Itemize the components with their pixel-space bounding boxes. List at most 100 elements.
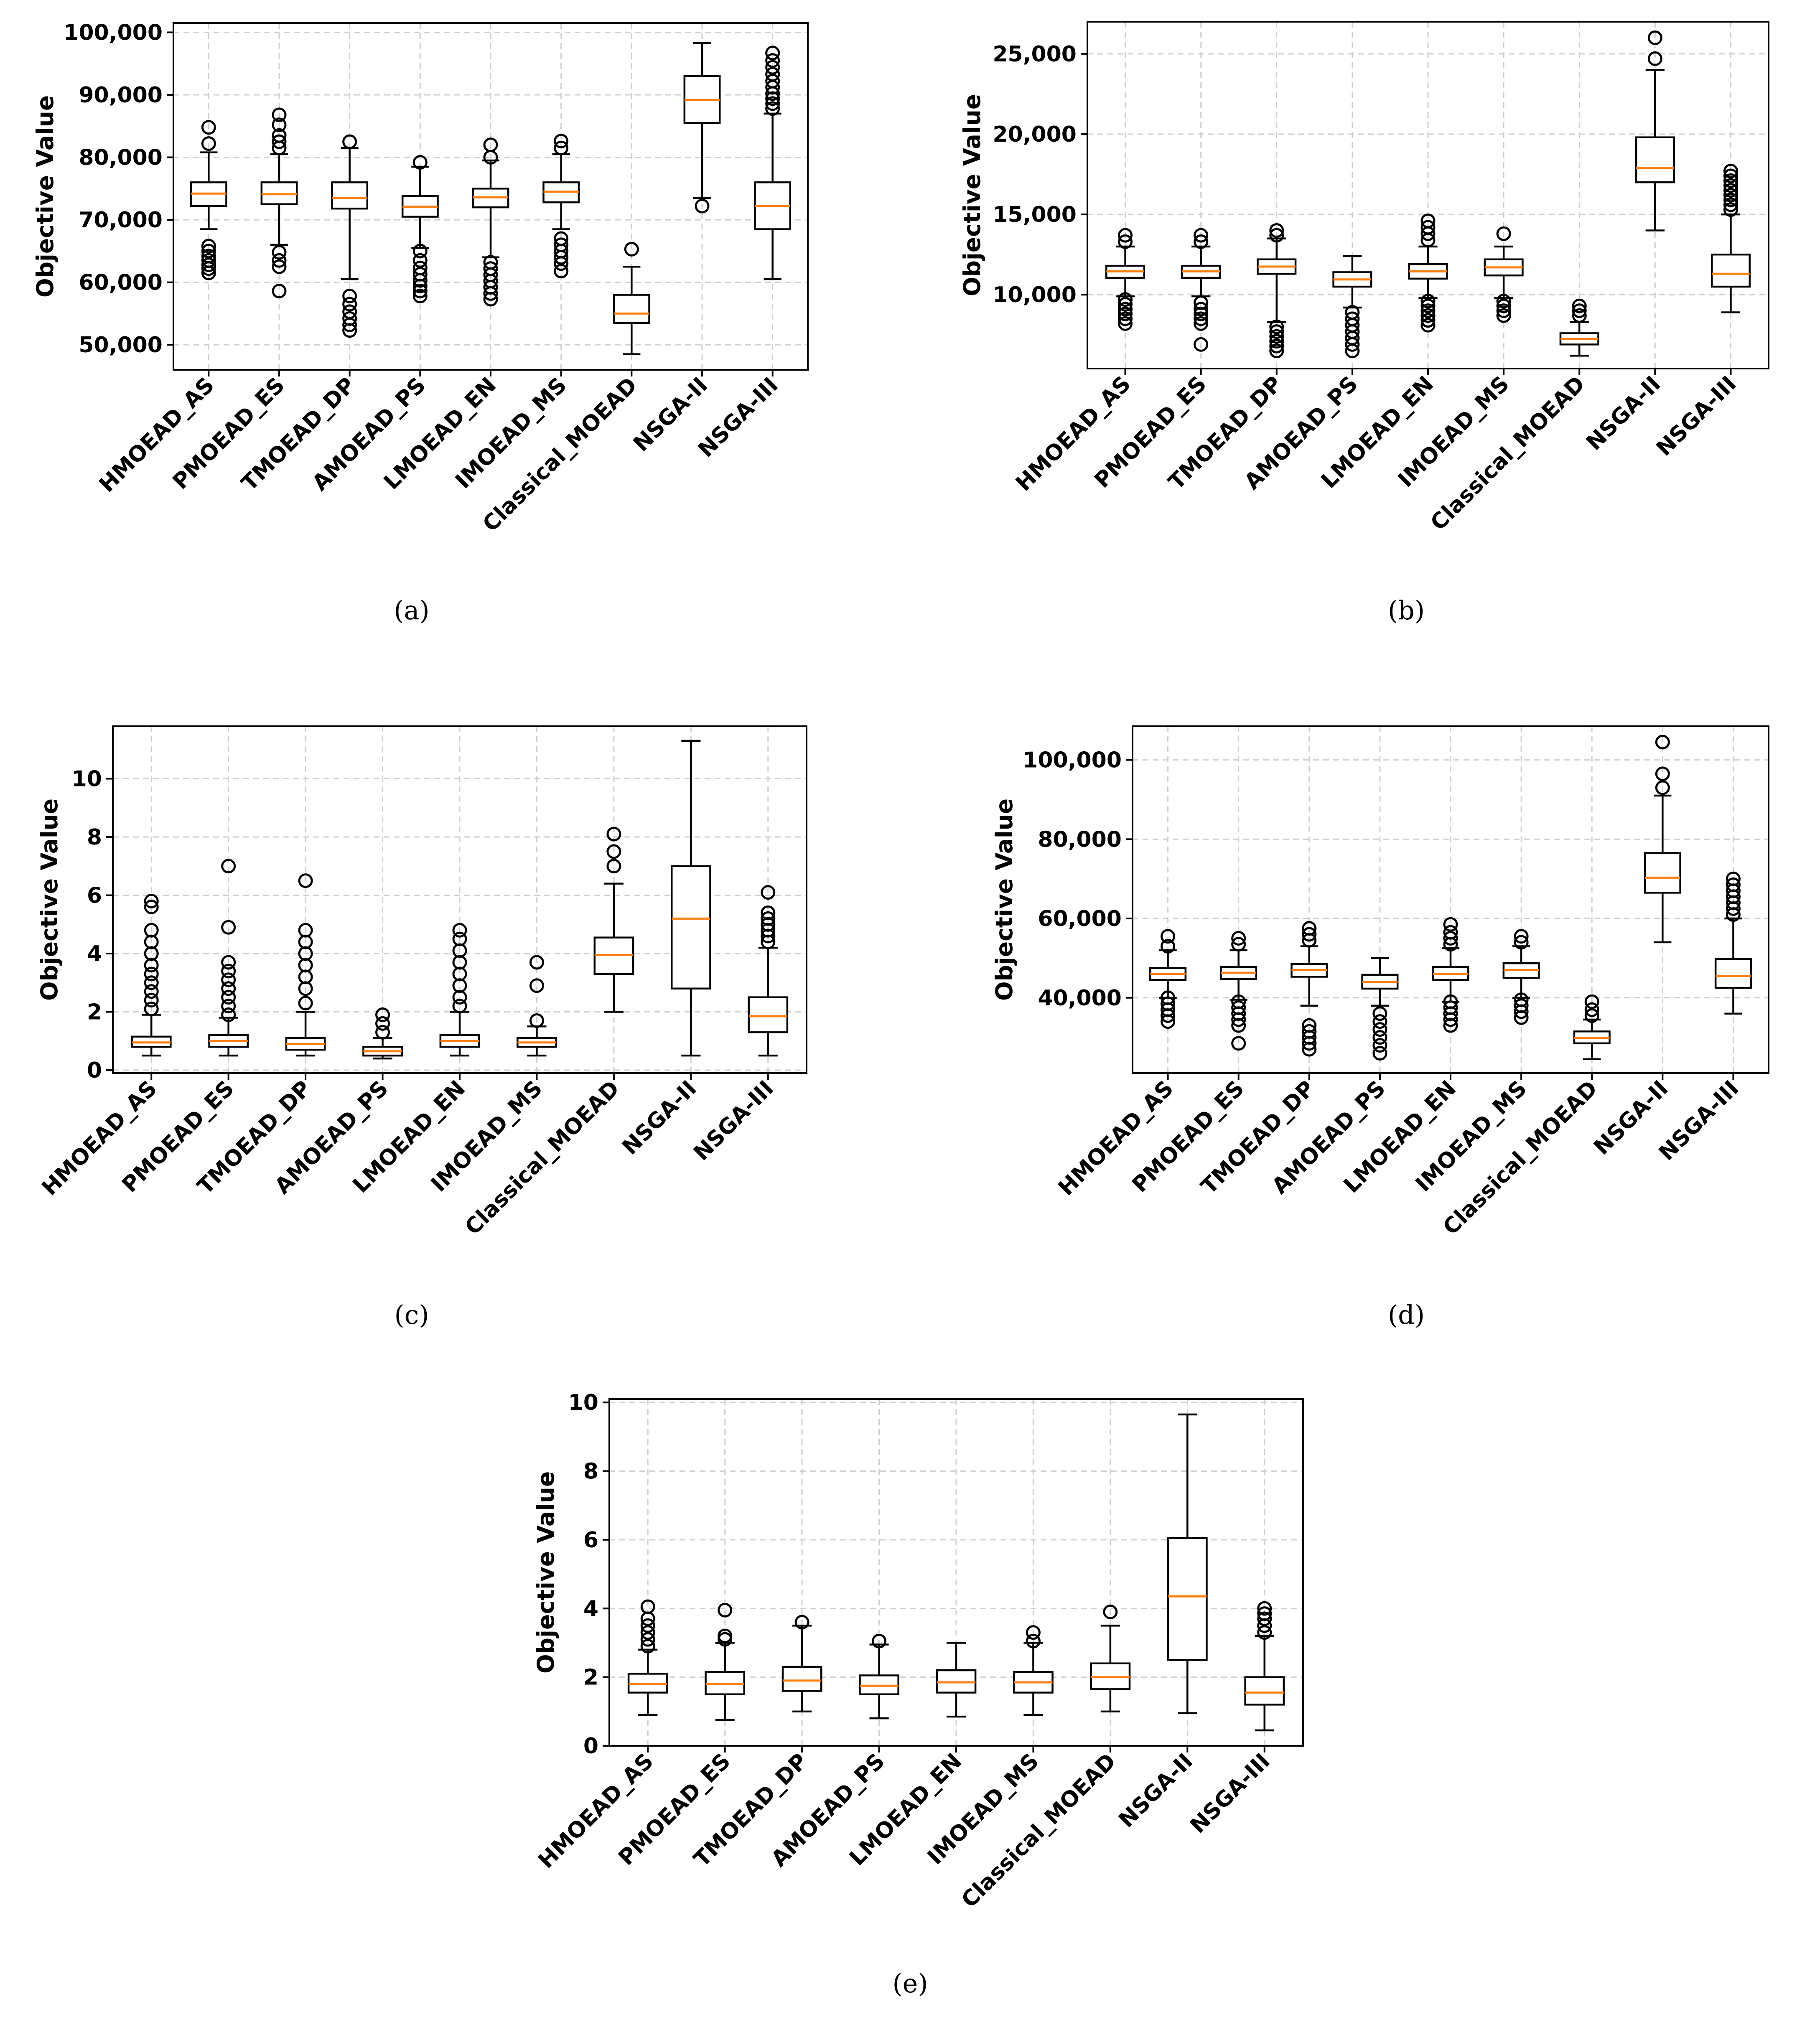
box-NSGA-II — [670, 740, 711, 1057]
outlier-point — [1420, 313, 1436, 328]
outlier-point — [1194, 295, 1209, 310]
outlier-point — [1118, 302, 1133, 317]
iqr-box — [670, 865, 711, 989]
box-NSGA-III — [754, 46, 792, 280]
outlier-point — [794, 1615, 809, 1630]
outlier-point — [554, 237, 569, 252]
outlier-point — [483, 261, 498, 276]
outlier-point — [765, 60, 780, 75]
outlier-point — [1194, 228, 1209, 243]
outlier-point — [298, 923, 313, 938]
outlier-point — [1257, 1625, 1272, 1640]
outlier-point — [1231, 994, 1246, 1009]
outlier-point — [1584, 994, 1599, 1009]
outlier-point — [1118, 297, 1133, 312]
box-NSGA-II — [1635, 30, 1675, 231]
outlier-point — [1372, 1038, 1387, 1053]
outlier-point — [1655, 766, 1670, 781]
outlier-point — [1118, 311, 1133, 326]
y-tick-label: 100,000 — [1023, 748, 1122, 773]
outlier-point — [1269, 324, 1284, 339]
iqr-box — [1714, 958, 1752, 989]
box-AMOEAD_PS — [1361, 957, 1399, 1061]
box-PMOEAD_ES — [705, 1602, 746, 1721]
outlier-point — [452, 931, 467, 946]
outlier-point — [1026, 1625, 1041, 1640]
outlier-point — [1726, 877, 1741, 892]
outlier-point — [144, 923, 159, 938]
iqr-box — [1711, 253, 1751, 288]
outlier-point — [1514, 998, 1529, 1013]
outlier-point — [1443, 925, 1458, 940]
outlier-point — [765, 53, 780, 68]
outlier-point — [1194, 306, 1209, 321]
outlier-point — [201, 244, 216, 259]
outlier-point — [1655, 780, 1670, 795]
outlier-point — [221, 964, 236, 979]
box-LMOEAD_EN — [1408, 213, 1448, 333]
y-axis-label: Objective Value — [32, 95, 59, 298]
y-tick-label: 40,000 — [1038, 986, 1122, 1011]
iqr-box — [1244, 1676, 1285, 1706]
outlier-point — [201, 239, 216, 254]
y-tick-label: 4 — [87, 941, 102, 967]
x-tick-label: NSGA-III — [1652, 371, 1741, 461]
x-tick-label: NSGA-III — [689, 1076, 779, 1166]
outlier-point — [1161, 990, 1176, 1005]
outlier-point — [761, 911, 776, 926]
outlier-point — [606, 827, 621, 842]
outlier-point — [1723, 178, 1738, 193]
outlier-point — [1647, 30, 1662, 45]
box-LMOEAD_EN — [439, 923, 480, 1057]
outlier-point — [718, 1628, 733, 1643]
outlier-point — [1723, 183, 1738, 198]
outlier-point — [412, 267, 428, 282]
box-HMOEAD_AS — [131, 893, 172, 1057]
outlier-point — [144, 893, 159, 908]
box-IMOEAD_MS — [1502, 929, 1540, 1025]
outlier-point — [201, 253, 216, 268]
y-tick-label: 0 — [583, 1734, 598, 1759]
box-Classical_MOEAD — [613, 242, 650, 355]
outlier-point — [529, 1013, 544, 1028]
iqr-box — [331, 181, 369, 210]
box-Classical_MOEAD — [1090, 1605, 1131, 1713]
outlier-point — [412, 284, 428, 299]
outlier-point — [272, 117, 287, 132]
outlier-point — [1194, 316, 1209, 331]
outlier-point — [1420, 213, 1436, 228]
outlier-point — [761, 905, 776, 920]
outlier-point — [1269, 343, 1284, 359]
panel-caption: (c) — [394, 1300, 429, 1330]
outlier-point — [412, 244, 428, 259]
outlier-point — [272, 128, 287, 143]
outlier-point — [1584, 1008, 1599, 1023]
outlier-point — [1118, 228, 1133, 243]
outlier-point — [375, 1016, 390, 1031]
outlier-point — [1496, 308, 1511, 323]
box-IMOEAD_MS — [1484, 226, 1524, 323]
outlier-point — [640, 1625, 655, 1640]
outlier-point — [1194, 337, 1209, 352]
outlier-point — [529, 955, 544, 970]
outlier-point — [640, 1599, 655, 1614]
outlier-point — [1194, 302, 1209, 317]
box-TMOEAD_DP — [781, 1615, 822, 1713]
outlier-point — [272, 284, 287, 299]
y-tick-label: 20,000 — [993, 122, 1077, 147]
outlier-point — [640, 1632, 655, 1647]
box-PMOEAD_ES — [1181, 228, 1221, 352]
outlier-point — [221, 972, 236, 987]
outlier-point — [1118, 316, 1133, 331]
outlier-point — [272, 245, 287, 260]
outlier-point — [1443, 994, 1458, 1009]
x-tick-label: Classical_MOEAD — [1426, 371, 1590, 536]
outlier-point — [342, 297, 357, 312]
outlier-point — [201, 249, 216, 264]
box-TMOEAD_DP — [1257, 223, 1297, 359]
outlier-point — [144, 984, 159, 999]
outlier-point — [872, 1633, 887, 1648]
box-Classical_MOEAD — [1559, 298, 1599, 357]
box-NSGA-III — [1711, 163, 1751, 313]
outlier-point — [221, 999, 236, 1014]
